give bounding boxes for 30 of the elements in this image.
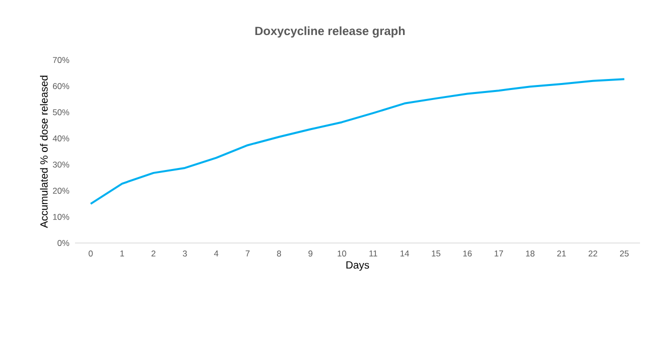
chart-title: Doxycycline release graph — [255, 26, 405, 38]
x-tick-label: 18 — [526, 250, 534, 257]
x-tick-label: 4 — [214, 250, 218, 256]
y-tick-label: 60% — [52, 83, 70, 90]
y-tick-label: 30% — [52, 162, 70, 168]
x-tick-label: 1 — [120, 250, 124, 256]
x-tick-label: 10 — [338, 250, 346, 257]
y-tick-label: 70% — [52, 57, 70, 63]
x-tick-label: 25 — [620, 250, 629, 257]
x-tick-label: 15 — [432, 250, 440, 256]
x-tick-label: 14 — [400, 250, 410, 256]
x-tick-label: 8 — [277, 250, 282, 257]
x-tick-label: 7 — [246, 250, 250, 256]
y-tick-label: 0% — [58, 240, 70, 246]
x-tick-label: 16 — [463, 250, 472, 257]
x-tick-label: 3 — [182, 250, 187, 257]
y-tick-label: 40% — [52, 135, 70, 142]
x-tick-label: 9 — [308, 250, 312, 257]
x-tick-label: 11 — [369, 250, 378, 256]
y-axis-title: Accumulated % of dose released — [40, 76, 48, 228]
x-tick-label: 22 — [588, 250, 598, 256]
line-series — [90, 78, 626, 205]
y-tick-label: 10% — [53, 214, 70, 220]
y-tick-label: 20% — [52, 188, 70, 194]
x-tick-label: 21 — [557, 250, 566, 256]
x-tick-label: 17 — [494, 250, 504, 256]
x-tick-label: 0 — [88, 250, 93, 257]
x-axis-title: Days — [346, 261, 370, 271]
x-tick-label: 2 — [152, 250, 156, 256]
y-tick-label: 50% — [52, 109, 70, 116]
